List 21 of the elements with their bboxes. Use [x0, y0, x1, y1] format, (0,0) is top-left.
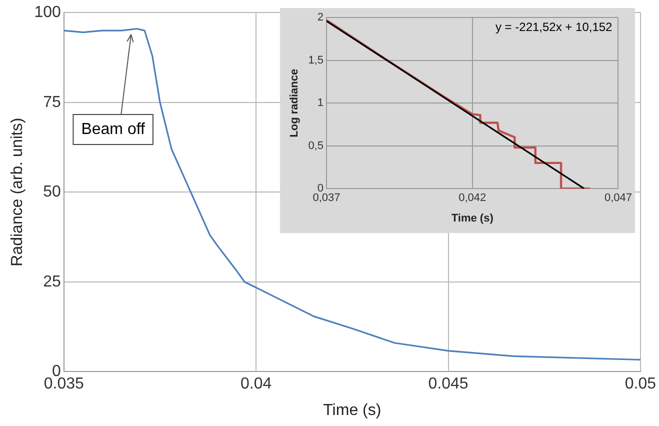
y-tick-label: 100 — [34, 4, 61, 22]
y-tick-label: 25 — [43, 273, 61, 290]
y-tick-label: 1,5 — [308, 54, 324, 66]
x-tick-label: 0,047 — [604, 192, 632, 204]
annotation: y = -221,52x + 10,152 — [495, 20, 613, 34]
x-tick-label: 0.05 — [624, 376, 656, 393]
x-tick-label: 0,042 — [458, 192, 486, 204]
y-tick-label: 2 — [317, 12, 324, 24]
y-tick-label: 50 — [43, 184, 61, 201]
x-axis-title: Time (s) — [323, 402, 382, 419]
y-tick-label: 0,5 — [308, 140, 324, 152]
y-tick-label: 75 — [43, 94, 61, 111]
y-tick-label: 0 — [317, 182, 324, 195]
y-tick-label: 1 — [317, 97, 324, 110]
x-axis-title: Time (s) — [451, 212, 494, 224]
y-axis-title: Log radiance — [288, 68, 301, 138]
x-tick-label: 0.045 — [428, 376, 468, 393]
annotation: Beam off — [81, 120, 146, 138]
x-tick-label: 0,037 — [312, 192, 340, 204]
x-tick-label: 0.04 — [240, 376, 272, 393]
y-axis-title: Radiance (arb. units) — [9, 118, 26, 266]
